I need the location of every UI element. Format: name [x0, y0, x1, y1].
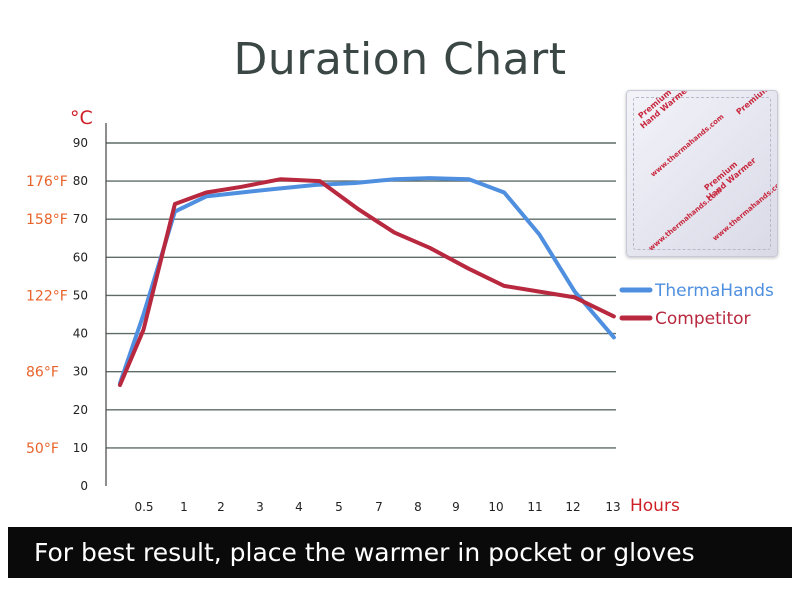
- legend: ThermaHands Competitor: [619, 281, 774, 329]
- y-tick-label: 0: [80, 479, 88, 493]
- fahrenheit-tick-label: 176°F: [26, 174, 68, 190]
- x-tick-label: 1: [180, 500, 188, 514]
- legend-label: ThermaHands: [654, 281, 774, 301]
- fahrenheit-tick-label: 158°F: [26, 212, 68, 228]
- x-axis-label: Hours: [630, 496, 680, 516]
- footer-banner: For best result, place the warmer in poc…: [8, 527, 792, 578]
- hand-warmer-packet-image: Premium Hand Warmer www.thermahands.com …: [626, 90, 778, 257]
- packet-url-text: www.thermahands.com: [649, 113, 725, 179]
- x-tick-label: 12: [565, 500, 580, 514]
- y-axis-unit-label: °C: [70, 107, 93, 129]
- legend-label: Competitor: [655, 309, 751, 329]
- x-tick-label: 7: [375, 500, 383, 514]
- series-lines: [118, 176, 616, 387]
- packet-url-text: www.thermahands.com: [647, 187, 723, 253]
- fahrenheit-tick-label: 86°F: [26, 365, 59, 381]
- grid-lines: [106, 142, 616, 449]
- x-tick-label: 5: [335, 500, 343, 514]
- y-tick-label: 20: [73, 403, 88, 417]
- x-tick-labels: 0.5 1 2 3 4 5 7 8 9 10 11 12 13: [134, 500, 620, 514]
- x-tick-label: 3: [256, 500, 264, 514]
- competitor-series-line: [118, 177, 616, 387]
- y-tick-label: 30: [73, 365, 88, 379]
- packet-seam: [633, 97, 771, 250]
- fahrenheit-tick-label: 122°F: [26, 288, 68, 304]
- packet-premium-text: Premium: [735, 91, 772, 117]
- thermahands-series-line: [118, 176, 616, 386]
- y-tick-label: 50: [73, 288, 88, 302]
- y-tick-label: 40: [73, 327, 88, 341]
- y-tick-label: 80: [73, 174, 88, 188]
- x-tick-label: 4: [295, 500, 303, 514]
- x-tick-label: 11: [527, 500, 542, 514]
- y-tick-labels: 0 10 20 30 40 50 60 70 80 90: [73, 136, 88, 493]
- fahrenheit-tick-labels: 176°F 158°F 122°F 86°F 50°F: [26, 174, 68, 457]
- y-tick-label: 90: [73, 136, 88, 150]
- y-tick-label: 70: [73, 212, 88, 226]
- x-tick-label: 8: [414, 500, 422, 514]
- y-tick-label: 60: [73, 250, 88, 264]
- x-tick-label: 10: [488, 500, 503, 514]
- x-tick-label: 2: [217, 500, 225, 514]
- x-tick-label: 9: [452, 500, 460, 514]
- chart-title: Duration Chart: [233, 34, 567, 85]
- y-tick-label: 10: [73, 441, 88, 455]
- packet-print: Premium Hand Warmer www.thermahands.com …: [637, 91, 777, 253]
- duration-chart: 0 10 20 30 40 50 60 70 80 90 176°F 158°F 122°F 86°F 5…: [26, 107, 774, 516]
- fahrenheit-tick-label: 50°F: [26, 441, 59, 457]
- x-tick-label: 13: [605, 500, 620, 514]
- x-tick-label: 0.5: [134, 500, 153, 514]
